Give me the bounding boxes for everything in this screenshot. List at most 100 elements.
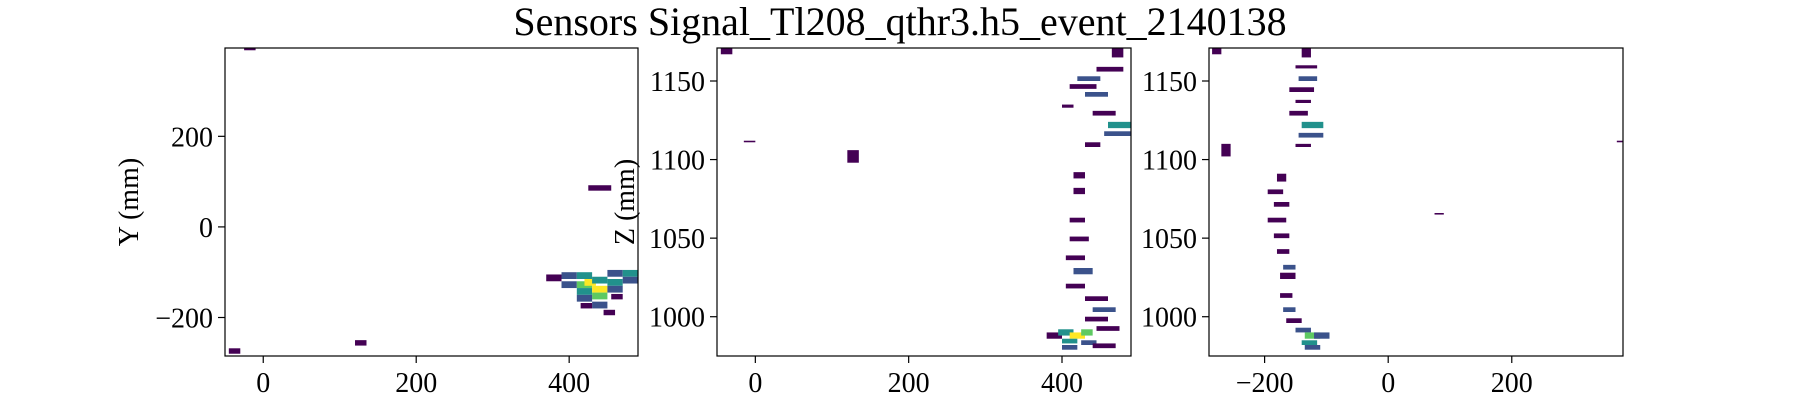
x-tick-label: 200 [395,368,437,399]
xz-panel: 02004001000105011001150X (mm)Z (mm) [610,47,1132,399]
yz-panel: −20002001000105011001150Y (mm) [1141,47,1624,399]
heatmap-cell [1085,92,1108,97]
heatmap-cell [1069,236,1089,242]
y-axis-label: Y (mm) [114,158,145,246]
heatmap-cell [576,272,593,279]
plot-frame [1208,47,1624,357]
heatmap-cell [1069,217,1085,223]
heatmap-cell [1104,131,1131,136]
x-tick-label: 400 [1041,368,1083,399]
x-tick-label: −200 [1236,368,1294,399]
plot-frame [716,47,1132,357]
heatmap-cell [576,294,593,302]
heatmap-cell [1046,332,1062,339]
x-tick-label: 0 [256,368,270,399]
heatmap-cell [847,150,859,163]
heatmap-cell [1289,87,1315,92]
heatmap-cell [244,48,256,51]
heatmap-cell [1273,202,1290,207]
y-tick-label: 1100 [650,146,705,177]
heatmap-cell [1283,264,1296,270]
heatmap-cell [1062,338,1078,344]
heatmap-cell [576,288,593,295]
heatmap-cell [546,274,562,282]
y-tick-label: 1150 [1142,67,1197,98]
heatmap-cell [1434,213,1444,215]
heatmap-cell [1276,249,1290,254]
heatmap-cell [607,269,623,277]
heatmap-cell [1280,272,1296,279]
heatmap-cells [1212,48,1623,350]
x-tick-label: 0 [1381,368,1395,399]
y-tick-label: 200 [171,122,213,153]
heatmap-cell [1069,332,1085,339]
heatmap-cell [1108,121,1131,129]
heatmap-cell [603,309,616,316]
heatmap-cell [1096,326,1120,331]
x-tick-label: 400 [548,368,590,399]
heatmap-cell [592,285,608,293]
y-tick-label: 1000 [1141,303,1197,334]
heatmap-cell [1283,307,1296,312]
heatmap-cell [1286,318,1302,323]
heatmap-cell [622,269,638,277]
heatmap-cell [1267,217,1287,223]
y-tick-label: 1050 [649,224,705,255]
heatmap-cell [1062,345,1078,350]
heatmap-cell [607,279,623,286]
heatmap-cell [1092,343,1116,349]
heatmap-cell [592,276,608,284]
heatmap-cell [1304,345,1321,350]
heatmap-cell [588,185,612,191]
heatmap-cell [561,281,577,289]
heatmap-cell [1221,143,1231,157]
heatmap-cell [1273,233,1290,239]
plot-frame [224,47,639,357]
y-tick-label: −200 [155,304,213,335]
heatmap-cell [607,285,623,293]
heatmap-cells [720,48,1131,350]
heatmap-cell [561,272,577,279]
heatmap-cell [1301,121,1324,129]
heatmap-cell [622,276,638,284]
y-tick-label: 0 [199,213,213,244]
heatmap-cell [1081,340,1097,345]
heatmap-cell [1069,84,1097,89]
heatmap-cell [1295,327,1311,333]
y-tick-label: 1000 [649,303,705,334]
heatmap-cell [1276,173,1287,182]
heatmap-cell [720,48,733,55]
heatmap-cell [584,279,596,286]
heatmap-cell [1295,143,1311,147]
heatmap-cell [1081,329,1093,336]
heatmap-cell [1073,187,1085,195]
heatmap-cell [1298,76,1318,81]
heatmap-cell [743,140,756,143]
heatmap-cell [1212,48,1222,55]
heatmap-cell [1267,189,1284,195]
heatmap-cell [1096,66,1124,72]
heatmap-cell [1065,283,1085,289]
y-axis-label: Z (mm) [610,159,641,245]
heatmap-cell [1092,307,1116,312]
x-tick-label: 200 [1491,368,1533,399]
y-tick-label: 1100 [1142,146,1197,177]
heatmap-cell [1085,316,1108,322]
heatmap-cell [1289,110,1308,116]
heatmap-cell [1314,332,1330,339]
x-tick-label: 0 [748,368,762,399]
heatmap-cell [1295,65,1318,69]
heatmap-cell [1092,110,1116,116]
heatmap-cell [228,348,241,354]
heatmap-cell [1065,255,1085,261]
heatmap-cell [1304,332,1321,339]
heatmap-cell [1073,268,1093,275]
heatmap-cell [1616,140,1623,143]
heatmap-cell [1058,329,1074,336]
heatmap-cell [1085,142,1101,147]
heatmap-cell [592,301,608,309]
heatmap-cell [1062,104,1074,108]
heatmap-cell [1077,76,1101,81]
